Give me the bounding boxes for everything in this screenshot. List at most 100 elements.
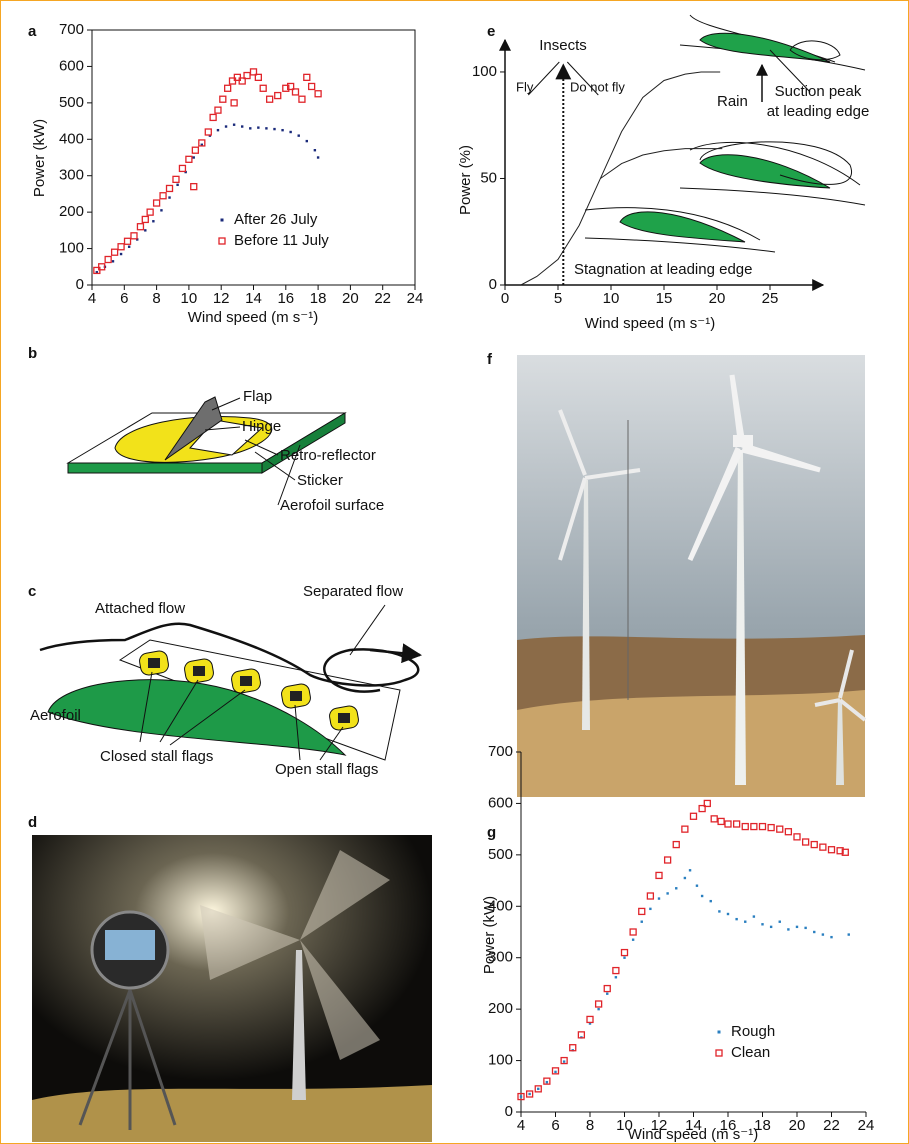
y-tick-label: 500: [488, 846, 513, 863]
annotation: Insects: [539, 37, 587, 54]
annotation: Suction peak: [775, 83, 862, 100]
point: [779, 921, 781, 923]
point: [217, 129, 219, 131]
x-tick-label: 20: [789, 1117, 806, 1134]
point: [760, 824, 766, 830]
point: [137, 224, 143, 230]
point: [142, 216, 148, 222]
point: [314, 149, 316, 151]
point: [225, 85, 231, 91]
leader: [350, 605, 385, 655]
point: [215, 107, 221, 113]
y-tick-label: 50: [480, 169, 497, 186]
point: [563, 1060, 565, 1062]
x-tick-label: 16: [277, 290, 294, 307]
point: [596, 1001, 602, 1007]
point: [152, 220, 154, 222]
legend-label: Before 11 July: [234, 232, 329, 249]
photo-night-test: [32, 835, 432, 1142]
legend-marker: [219, 238, 225, 244]
label: Aerofoil: [30, 707, 81, 724]
y-tick-label: 300: [59, 167, 84, 184]
x-axis-title: Wind speed (m s⁻¹): [585, 315, 715, 332]
x-tick-label: 10: [616, 1117, 633, 1134]
point: [112, 249, 118, 255]
aerofoil-sketches: [585, 15, 865, 252]
annotation: Rain: [717, 93, 748, 110]
point: [811, 842, 817, 848]
x-tick-label: 14: [245, 290, 262, 307]
point: [299, 96, 305, 102]
point: [804, 927, 806, 929]
point: [742, 824, 748, 830]
nacelle: [733, 435, 753, 447]
point: [289, 131, 291, 133]
point: [770, 926, 772, 928]
y-tick-label: 0: [489, 276, 497, 293]
point: [281, 129, 283, 131]
panel-label: b: [28, 345, 37, 362]
x-tick-label: 24: [858, 1117, 875, 1134]
point: [528, 1093, 530, 1095]
point: [803, 839, 809, 845]
point: [684, 877, 686, 879]
label: Sticker: [297, 472, 343, 489]
photo-turbines: [517, 355, 865, 797]
point: [711, 816, 717, 822]
point: [160, 209, 162, 211]
point: [315, 91, 321, 97]
point: [682, 826, 688, 832]
point: [186, 156, 192, 162]
point: [144, 229, 146, 231]
x-tick-label: 15: [656, 290, 673, 307]
y-tick-label: 700: [59, 21, 84, 38]
point: [537, 1088, 539, 1090]
y-tick-label: 600: [59, 57, 84, 74]
x-tick-label: 12: [651, 1117, 668, 1134]
x-tick-label: 14: [685, 1117, 702, 1134]
figure: a e g b c d f Wind speed (m s⁻¹) Power (…: [0, 0, 909, 1144]
point: [309, 83, 315, 89]
point: [613, 968, 619, 974]
point: [641, 921, 643, 923]
x-tick-label: 16: [720, 1117, 737, 1134]
label: Attached flow: [95, 600, 185, 617]
y-tick-label: 100: [472, 63, 497, 80]
point: [220, 96, 226, 102]
point: [615, 976, 617, 978]
x-tick-label: 0: [501, 290, 509, 307]
point: [691, 813, 697, 819]
point: [665, 857, 671, 863]
legend-marker: [716, 1050, 722, 1056]
point: [257, 126, 259, 128]
annotation: Stagnation at leading edge: [574, 261, 752, 278]
x-tick-label: 4: [517, 1117, 525, 1134]
point: [796, 926, 798, 928]
panel-label: c: [28, 583, 36, 600]
surface-edge: [68, 463, 262, 473]
point: [154, 200, 160, 206]
point: [848, 933, 850, 935]
y-tick-label: 100: [488, 1052, 513, 1069]
point: [249, 127, 251, 129]
point: [696, 885, 698, 887]
point: [191, 184, 197, 190]
y-tick-label: 0: [505, 1103, 513, 1120]
point: [666, 892, 668, 894]
legend-marker: [718, 1031, 721, 1034]
point: [744, 921, 746, 923]
x-tick-label: 5: [554, 290, 562, 307]
x-tick-label: 8: [152, 290, 160, 307]
point: [761, 923, 763, 925]
x-tick-label: 10: [181, 290, 198, 307]
legend-label: Rough: [731, 1023, 775, 1040]
flag-core: [338, 713, 350, 723]
legend-label: After 26 July: [234, 211, 318, 228]
y-tick-label: 400: [488, 897, 513, 914]
point: [710, 900, 712, 902]
x-tick-label: 6: [551, 1117, 559, 1134]
point: [658, 897, 660, 899]
point: [210, 114, 216, 120]
point: [701, 895, 703, 897]
point: [597, 1008, 599, 1010]
